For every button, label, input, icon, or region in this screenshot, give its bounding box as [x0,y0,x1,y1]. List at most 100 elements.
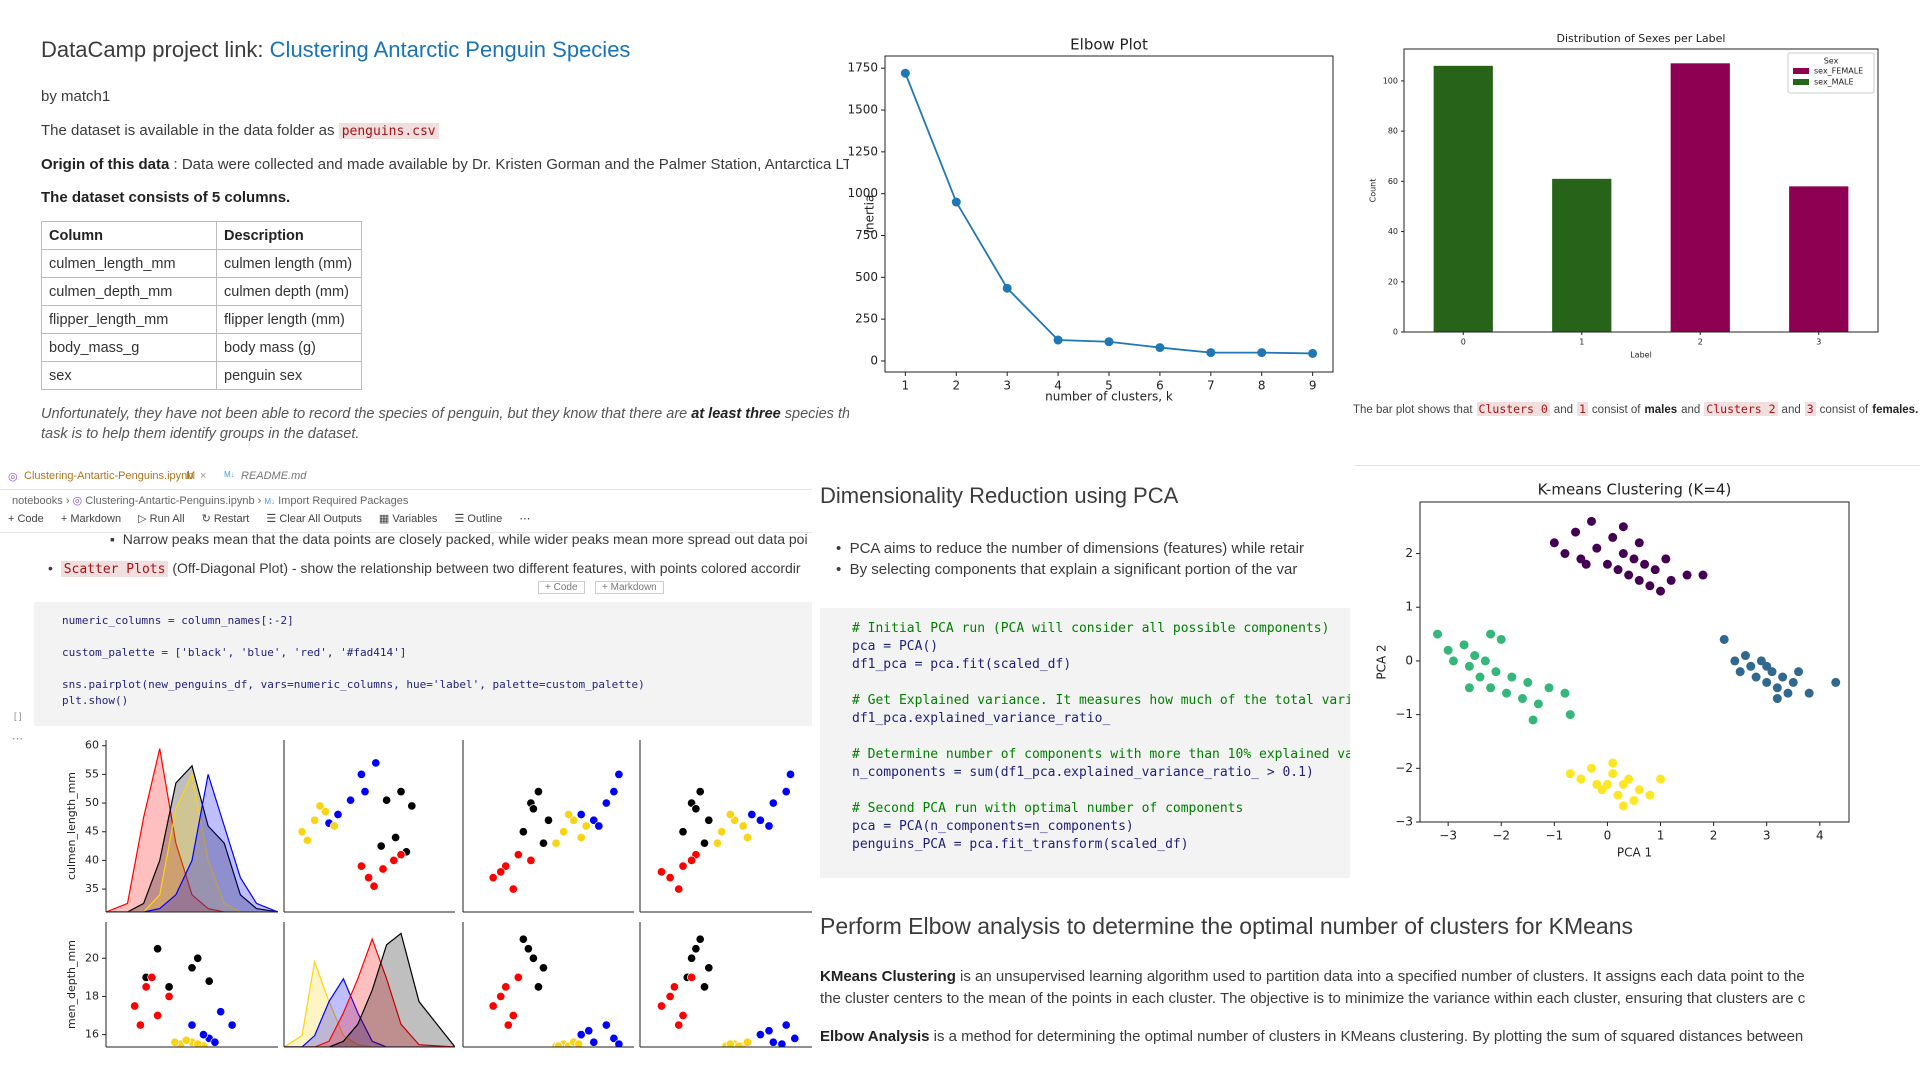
breadcrumb-item[interactable]: notebooks [12,495,63,507]
point [488,1001,498,1011]
toolbar-button[interactable]: ↻ Restart [201,513,250,525]
toolbar-label[interactable]: Markdown [70,513,122,525]
tab-bar: ◎ Clustering-Antartic-Penguins.ipynb M ×… [0,465,812,490]
y-tick-label: 40 [85,853,99,866]
toolbar-label[interactable]: Restart [213,513,250,525]
point [175,1039,186,1047]
point [198,1041,209,1047]
button-label[interactable]: Code [553,582,578,593]
kde-line [106,774,278,912]
point [1661,554,1671,564]
point [1788,677,1798,687]
cell-more[interactable]: ⋯ [12,733,23,745]
toolbar-label[interactable]: Code [17,513,44,525]
add-cell-button[interactable]: + Markdown [594,581,664,594]
point [764,821,774,831]
toolbar-button[interactable]: ☰ Outline [454,513,503,525]
caption-text: and [1781,404,1801,416]
table-row: culmen_depth_mm culmen depth (mm) [41,277,362,306]
x-tick-label: −1 [1545,829,1563,843]
point [1751,672,1761,682]
tab-close[interactable]: × [200,470,207,482]
code-line: # Get Explained variance. It measures ho… [852,693,1350,708]
point [768,798,778,808]
code-cell[interactable]: # Initial PCA run (PCA will consider all… [820,608,1350,878]
toolbar-label[interactable]: Variables [392,513,438,525]
x-tick-label: 2 [1710,829,1718,843]
point [1618,779,1628,789]
point [699,982,710,992]
point [164,991,174,1001]
point [181,1035,191,1045]
bullet-narrow: ▪ Narrow peaks mean that the data points… [110,531,808,547]
point [1257,348,1267,358]
point [508,884,518,894]
point [297,827,307,837]
toolbar-button[interactable]: + Markdown [60,513,122,525]
toolbar-button[interactable]: + Code [8,513,44,525]
toolbar-label[interactable]: Outline [467,513,503,525]
bar [1789,186,1849,332]
plot-area [656,934,800,1047]
kde-fill [106,774,278,912]
cell-run-bracket[interactable]: [ ] [14,711,22,721]
point [518,934,528,944]
point [538,963,549,973]
point [734,1041,744,1047]
point [1756,656,1766,666]
title-link[interactable]: Clustering Antarctic Penguin Species [269,37,631,62]
button-label[interactable]: Markdown [610,582,657,593]
point [1767,667,1777,677]
add-cell-button[interactable]: + Code [538,581,585,594]
code-cell[interactable]: numeric_columns = column_names[:-2] custo… [34,602,812,726]
point [518,827,528,837]
y-tick-label: 100 [1383,76,1398,85]
point [674,884,684,894]
y-tick-label: 35 [85,882,99,895]
point [1206,348,1216,358]
y-tick-label: 250 [855,312,878,326]
toolbar-button[interactable]: ▷ Run All [138,513,185,525]
point [1571,527,1581,537]
kde-line [106,748,278,912]
point [569,815,579,825]
tab-active[interactable]: Clustering-Antartic-Penguins.ipynb [24,470,194,482]
toolbar-more[interactable]: ⋯ [519,513,531,525]
point [717,827,727,837]
note-text: species that [784,406,849,422]
breadcrumb-item[interactable]: Import Required Packages [278,495,409,507]
point [513,850,523,860]
point [369,881,379,891]
point [601,1020,611,1030]
point [738,1041,748,1047]
bullet-scatter: • Scatter Plots (Off-Diagonal Plot) - sh… [48,560,801,577]
caption-text: consist of [1819,404,1869,416]
chart: 35 40 45 50 55 60 culmen_length_mm [65,739,278,913]
point [329,821,339,831]
p-text: is a method for determining the optimal … [933,1028,1804,1045]
toolbar-button[interactable]: ▦ Variables [378,513,438,525]
x-tick-label: 4 [1816,829,1824,843]
plot-area [656,769,796,894]
toolbar-label[interactable]: Clear All Outputs [279,513,362,525]
tab-other[interactable]: README.md [241,470,307,482]
point [1772,683,1782,693]
elbow-p1: KMeans Clustering is an unsupervised lea… [820,968,1920,985]
x-tick-label: 1 [1657,829,1665,843]
point [501,861,511,871]
point [1618,549,1628,559]
columns-heading: The dataset consists of 5 columns. [41,189,290,206]
point [1778,672,1788,682]
toolbar-button[interactable]: ☰ Clear All Outputs [266,513,362,525]
y-tick-label: 1500 [847,103,878,117]
toolbar-label[interactable]: Run All [149,513,185,525]
y-axis-label: inertia [863,195,877,234]
breadcrumb-item[interactable]: Clustering-Antartic-Penguins.ipynb [85,495,255,507]
point [1002,283,1012,293]
point [501,982,511,992]
bullet-code: Scatter Plots [60,561,169,577]
y-tick-label: −1 [1395,707,1413,721]
point [1618,522,1628,532]
